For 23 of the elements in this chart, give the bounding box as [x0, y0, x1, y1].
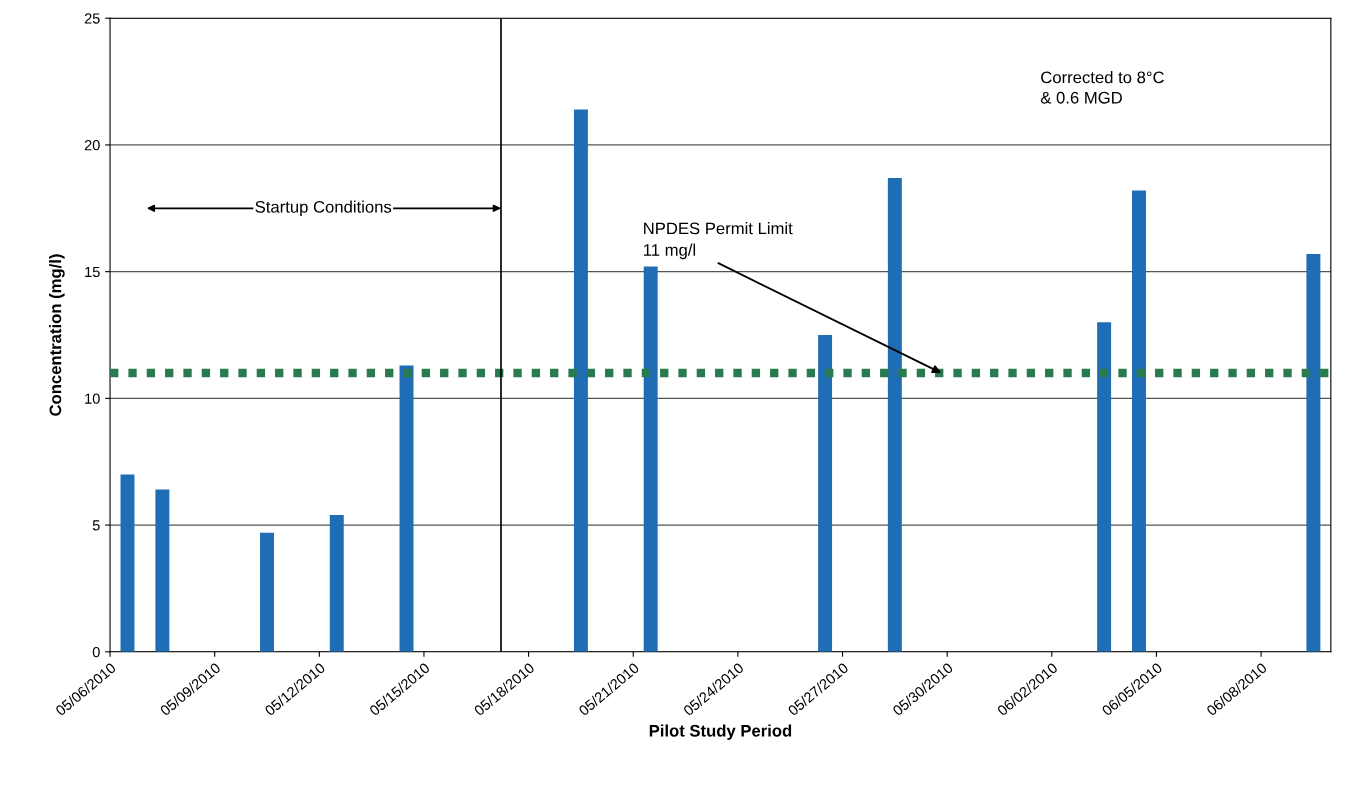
annotation: NPDES Permit Limit 11 mg/l: [644, 222, 793, 260]
bar: [1097, 322, 1112, 652]
y-tick-label: 25: [84, 13, 100, 24]
bar: [573, 109, 588, 652]
annotation: Corrected to 8°C & 0.6 MGD: [1040, 71, 1164, 104]
bar: [399, 365, 414, 652]
bar: [887, 177, 902, 652]
bar: [643, 266, 658, 652]
y-axis-title: Concentration (mg/l): [49, 254, 65, 416]
bar: [1306, 253, 1321, 652]
y-tick-label: 5: [92, 520, 100, 531]
y-tick-label: 10: [85, 393, 100, 404]
annotation: Startup Conditions: [255, 200, 392, 217]
y-tick-label: 0: [92, 646, 100, 658]
y-tick-label: 15: [85, 266, 100, 278]
bar: [329, 514, 344, 652]
bar: [155, 489, 170, 652]
bar: [260, 532, 274, 652]
x-axis-title: Pilot Study Period: [649, 724, 792, 740]
y-tick-label: 20: [84, 140, 100, 151]
bar: [120, 474, 135, 652]
bar: [818, 335, 833, 652]
bar: [1132, 190, 1146, 652]
